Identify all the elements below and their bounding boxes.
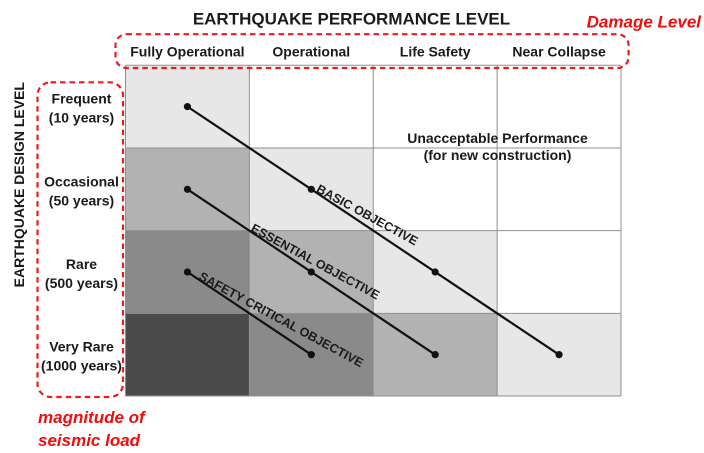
svg-text:(10 years): (10 years): [49, 110, 114, 126]
svg-text:Life Safety: Life Safety: [400, 44, 471, 60]
svg-text:Rare: Rare: [66, 256, 97, 272]
svg-text:Damage Level: Damage Level: [587, 13, 703, 32]
svg-text:Unacceptable Performance: Unacceptable Performance: [407, 130, 588, 146]
svg-text:(1000 years): (1000 years): [41, 358, 122, 374]
svg-text:magnitude of: magnitude of: [38, 408, 147, 427]
svg-text:Near Collapse: Near Collapse: [512, 44, 606, 60]
svg-text:Very Rare: Very Rare: [49, 339, 114, 355]
svg-text:Operational: Operational: [272, 44, 350, 60]
svg-text:EARTHQUAKE PERFORMANCE LEVEL: EARTHQUAKE PERFORMANCE LEVEL: [193, 9, 510, 28]
svg-text:(for new construction): (for new construction): [424, 147, 572, 163]
svg-text:seismic load: seismic load: [38, 431, 141, 450]
svg-text:(500 years): (500 years): [45, 275, 118, 291]
svg-text:EARTHQUAKE DESIGN LEVEL: EARTHQUAKE DESIGN LEVEL: [11, 82, 27, 288]
svg-text:(50 years): (50 years): [49, 192, 114, 208]
svg-text:Occasional: Occasional: [44, 173, 119, 189]
svg-text:Fully Operational: Fully Operational: [130, 44, 244, 60]
svg-text:Frequent: Frequent: [52, 91, 112, 107]
